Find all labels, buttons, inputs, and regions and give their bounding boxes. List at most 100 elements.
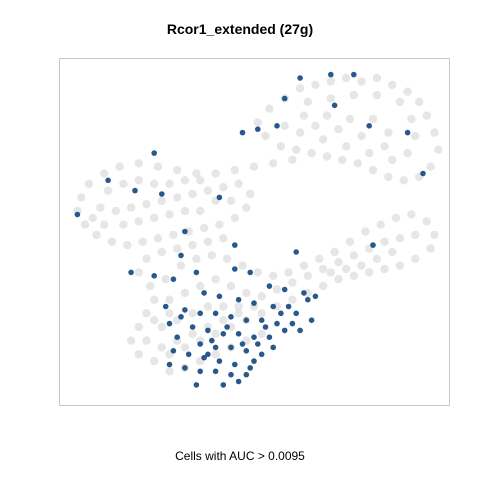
background-cell-point <box>269 159 278 168</box>
highlighted-cell-point <box>235 296 242 303</box>
highlighted-cell-point <box>301 290 307 296</box>
background-cell-point <box>388 247 397 257</box>
highlighted-cell-point <box>235 378 242 385</box>
background-cell-point <box>357 131 366 141</box>
background-cell-point <box>119 179 128 188</box>
background-cell-point <box>434 145 443 154</box>
background-cell-point <box>123 240 132 250</box>
highlighted-cell-point <box>251 300 257 306</box>
background-cell-point <box>192 169 201 178</box>
background-cell-point <box>253 268 262 277</box>
highlighted-cell-point <box>370 242 376 248</box>
background-cell-point <box>211 169 220 178</box>
highlighted-cell-point <box>166 361 173 368</box>
background-cell-point <box>180 288 190 298</box>
background-cell-point <box>322 152 332 161</box>
background-cell-point <box>188 189 197 199</box>
background-cell-point <box>395 234 405 243</box>
highlighted-cell-point <box>254 341 261 347</box>
background-cell-point <box>357 77 366 86</box>
background-cell-point <box>173 193 182 202</box>
background-cell-point <box>142 200 151 209</box>
background-cell-point <box>257 292 266 301</box>
highlighted-cell-point <box>216 358 223 364</box>
background-cell-point <box>230 213 239 223</box>
highlighted-cell-point <box>266 334 273 341</box>
background-cell-point <box>138 237 147 246</box>
highlighted-cell-point <box>212 344 219 351</box>
background-cell-point <box>188 309 197 318</box>
background-cell-point <box>153 162 163 171</box>
highlighted-cell-point <box>281 327 288 334</box>
highlighted-cell-point <box>212 310 219 317</box>
background-cell-point <box>288 155 297 165</box>
background-cell-point <box>342 264 351 274</box>
background-cell-point <box>249 162 259 171</box>
highlighted-cell-point <box>182 307 188 313</box>
background-cell-point <box>334 258 343 267</box>
background-cell-point <box>196 176 205 185</box>
highlighted-cell-point <box>166 320 173 327</box>
background-cell-point <box>299 261 309 270</box>
highlighted-cell-point <box>351 71 357 78</box>
background-cell-point <box>391 213 401 223</box>
background-cell-point <box>134 159 143 168</box>
background-cell-point <box>230 165 239 175</box>
background-cell-point <box>115 162 124 171</box>
background-cell-point <box>307 148 316 158</box>
background-cell-point <box>311 80 320 90</box>
highlighted-cell-point <box>281 95 288 102</box>
background-cell-point <box>77 193 86 202</box>
highlighted-cell-point <box>247 365 253 371</box>
background-cell-point <box>234 302 243 311</box>
background-cell-point <box>295 128 305 137</box>
highlighted-cell-point <box>297 75 303 81</box>
highlighted-cell-point <box>105 177 111 184</box>
background-cell-point <box>422 111 431 120</box>
background-cell-point <box>242 288 251 298</box>
background-cell-point <box>318 264 328 274</box>
highlighted-cell-point <box>239 129 246 136</box>
chart-title: Rcor1_extended (27g) <box>166 21 314 37</box>
background-cell-point <box>372 73 382 83</box>
background-cell-point <box>342 73 351 83</box>
background-cell-point <box>315 254 324 263</box>
highlighted-cell-point <box>228 314 234 320</box>
background-cell-point <box>403 148 412 158</box>
background-cell-point <box>180 176 190 185</box>
background-cell-point <box>238 261 247 270</box>
background-cell-point <box>411 254 420 263</box>
background-cell-point <box>295 84 305 93</box>
highlighted-cell-point <box>308 317 315 324</box>
background-cell-point <box>134 176 143 185</box>
background-cell-point <box>407 210 416 219</box>
background-cell-point <box>146 281 155 291</box>
background-cell-point <box>150 356 159 366</box>
background-cell-point <box>384 128 393 137</box>
highlighted-cell-point <box>247 269 253 276</box>
background-cell-point <box>361 227 370 236</box>
background-cell-point <box>100 169 109 178</box>
background-cell-point <box>342 142 351 151</box>
background-cell-point <box>196 281 205 291</box>
highlighted-cells <box>74 71 426 388</box>
background-cell-point <box>395 97 405 107</box>
background-cell-point <box>196 206 205 216</box>
background-cell-point <box>380 264 389 274</box>
highlighted-cell-point <box>278 310 284 317</box>
background-cell-point <box>426 162 435 171</box>
highlighted-cell-point <box>297 327 303 334</box>
background-cell-point <box>222 254 232 263</box>
highlighted-cell-point <box>228 344 234 351</box>
background-cell-point <box>219 316 228 325</box>
highlighted-cell-point <box>193 382 200 388</box>
highlighted-cell-point <box>285 303 292 310</box>
highlighted-cell-point <box>170 276 177 283</box>
highlighted-cell-point <box>270 303 277 310</box>
background-cell-point <box>280 121 289 130</box>
background-cell-point <box>388 155 397 165</box>
background-cell-point <box>107 237 117 246</box>
background-cell-point <box>142 254 151 263</box>
background-cell-point <box>292 145 301 154</box>
highlighted-cell-point <box>243 348 250 354</box>
